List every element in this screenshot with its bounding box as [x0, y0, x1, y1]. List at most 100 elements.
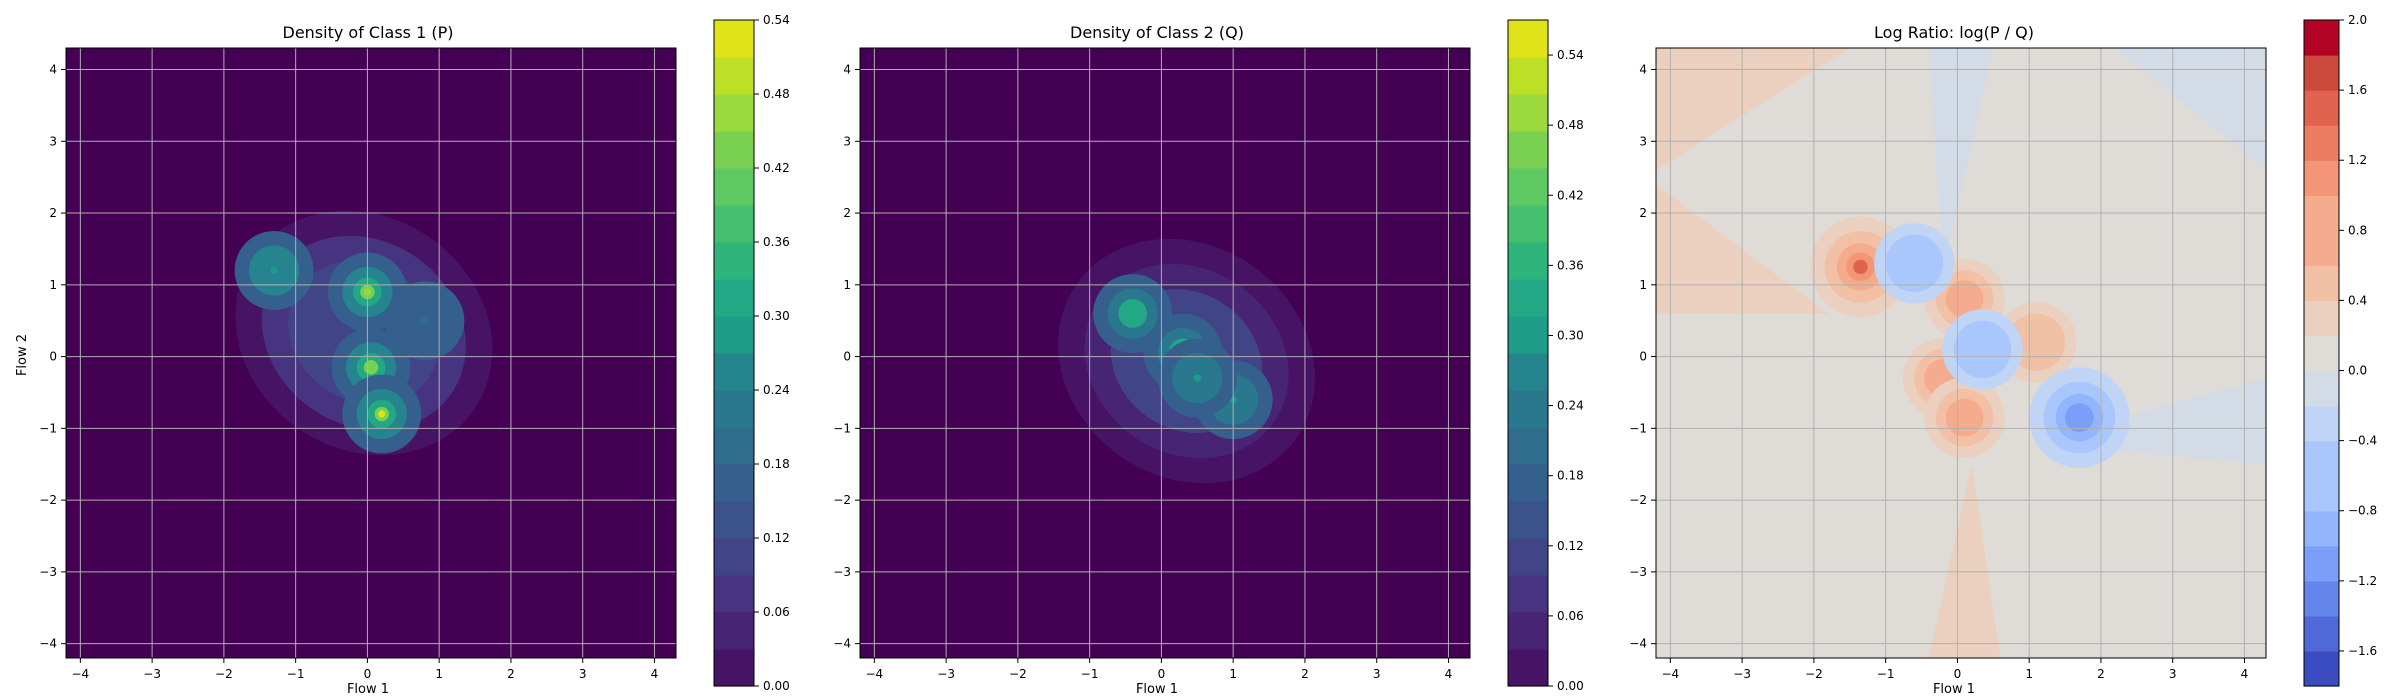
colorbar-band	[714, 279, 754, 317]
colorbar-band	[1508, 427, 1548, 465]
panel2-title: Density of Class 2 (Q)	[1070, 23, 1244, 42]
colorbar-tick-label: 0.24	[763, 383, 790, 397]
colorbar-tick-label: 0.12	[763, 531, 790, 545]
colorbar-tick-label: 0.36	[763, 235, 790, 249]
panel3-xlabel: Flow 1	[1933, 682, 1975, 697]
x-tick-label: 2	[1301, 667, 1309, 681]
colorbar-tick-label: 0.18	[1557, 469, 1584, 483]
y-tick-label: 3	[843, 134, 851, 148]
y-tick-label: −3	[833, 565, 851, 579]
y-tick-label: −1	[39, 421, 57, 435]
colorbar-band	[1508, 501, 1548, 539]
x-tick-label: 0	[364, 667, 372, 681]
colorbar-frame	[713, 19, 755, 687]
y-tick-label: −1	[1629, 421, 1647, 435]
x-tick-label: −4	[72, 667, 90, 681]
colorbar-band	[2304, 300, 2339, 337]
y-tick-label: 4	[1639, 63, 1647, 77]
colorbar-band	[714, 20, 754, 58]
panel-class2: Density of Class 2 (Q) −4 −3 −2 −1 0 1 2 3 4 −4 −3…	[833, 19, 1584, 697]
colorbar-tick-label: −1.6	[2348, 644, 2377, 658]
colorbar-band	[2304, 580, 2339, 617]
colorbar-band	[2304, 615, 2339, 652]
colorbar-band	[2304, 545, 2339, 582]
colorbar-band	[714, 131, 754, 169]
y-tick-label: −3	[1629, 565, 1647, 579]
y-tick-label: 4	[49, 63, 57, 77]
colorbar-tick-label: 0.42	[763, 161, 790, 175]
colorbar-band	[1508, 279, 1548, 317]
colorbar-band	[2304, 405, 2339, 442]
colorbar-band	[2304, 125, 2339, 161]
colorbar-tick-label: 0.4	[2348, 293, 2367, 307]
density-mode	[1193, 374, 1201, 382]
colorbar-tick-label: −0.4	[2348, 434, 2377, 448]
colorbar-tick-label: 0.30	[763, 309, 790, 323]
y-tick-label: −2	[1629, 493, 1647, 507]
colorbar-band	[2304, 230, 2339, 266]
x-tick-label: 4	[1445, 667, 1453, 681]
colorbar-frame	[2303, 19, 2340, 687]
density-mode	[270, 266, 278, 275]
colorbar: −1.6 −1.2 −0.8 −0.4 0.0 0.4 0.8 1.2 1.6 2.0	[2303, 13, 2377, 687]
colorbar-tick-label: 0.54	[1557, 48, 1584, 62]
axes-frame	[65, 47, 677, 659]
colorbar-tick-label: 0.06	[763, 605, 790, 619]
colorbar-band	[714, 464, 754, 502]
colorbar-band	[2304, 195, 2339, 231]
colorbar-band	[2304, 335, 2339, 372]
colorbar-band	[1508, 168, 1548, 206]
colorbar-band	[1508, 242, 1548, 280]
colorbar-band	[1508, 131, 1548, 169]
colorbar-band	[714, 575, 754, 613]
colorbar-band	[714, 168, 754, 206]
colorbar-band	[714, 538, 754, 576]
y-tick-label: −2	[833, 493, 851, 507]
ratio-region	[2115, 48, 2266, 170]
x-tick-label: −4	[1662, 667, 1680, 681]
colorbar-band	[714, 94, 754, 132]
colorbar-band	[1508, 538, 1548, 576]
y-tick-label: 3	[49, 134, 57, 148]
panel3-plot: −4 −3 −2 −1 0 1 2 3 4 −4 −3 −2 −1 0 1 2 3 4 −1.6 −1.2 −0.8 −0…	[1629, 13, 2377, 687]
axes-frame	[859, 47, 1471, 659]
colorbar-band	[2304, 440, 2339, 477]
colorbar-tick-label: −1.2	[2348, 574, 2377, 588]
x-tick-label: 4	[2241, 667, 2249, 681]
panel1-xlabel: Flow 1	[347, 682, 389, 697]
ratio-blob	[1958, 411, 1971, 424]
colorbar-band	[714, 316, 754, 354]
ratio-region	[1928, 48, 1994, 271]
density-field	[1058, 238, 1315, 484]
colorbar-tick-label: 0.18	[763, 457, 790, 471]
y-tick-label: 0	[49, 350, 57, 364]
ratio-blob	[1976, 343, 1989, 356]
colorbar-band	[2304, 90, 2339, 126]
x-tick-label: 3	[2169, 667, 2177, 681]
panel1-title: Density of Class 1 (P)	[283, 23, 454, 42]
colorbar: 0.00 0.06 0.12 0.18 0.24 0.30 0.36 0.42 0.48 0.54	[713, 13, 790, 693]
colorbar-tick-label: 0.48	[1557, 118, 1584, 132]
colorbar-band	[2304, 650, 2339, 687]
ratio-blob	[2030, 336, 2043, 348]
colorbar-band	[1508, 575, 1548, 613]
panel-class1: Density of Class 1 (P) −4 −3 −2 −1 0 1 2 3 4 −4 −3…	[15, 13, 790, 697]
colorbar-band	[714, 57, 754, 95]
ratio-blob	[2072, 410, 2087, 425]
ratio-blob	[1908, 257, 1921, 270]
colorbar-tick-label: 0.42	[1557, 188, 1584, 202]
colorbar-tick-label: 0.30	[1557, 328, 1584, 342]
x-tick-label: −2	[1009, 667, 1027, 681]
axes-frame	[1655, 47, 2267, 659]
x-tick-label: −4	[866, 667, 884, 681]
colorbar-frame	[1507, 19, 1549, 687]
colorbar-tick-label: 0.48	[763, 87, 790, 101]
colorbar-band	[714, 205, 754, 243]
panel1-plot: −4 −3 −2 −1 0 1 2 3 4−4−3−2−1012340.000.060.120.…	[39, 13, 789, 693]
colorbar-band	[1508, 20, 1548, 58]
x-tick-label: −3	[143, 667, 161, 681]
x-tick-label: 4	[651, 667, 659, 681]
y-tick-label: −1	[833, 421, 851, 435]
colorbar-band	[714, 390, 754, 428]
